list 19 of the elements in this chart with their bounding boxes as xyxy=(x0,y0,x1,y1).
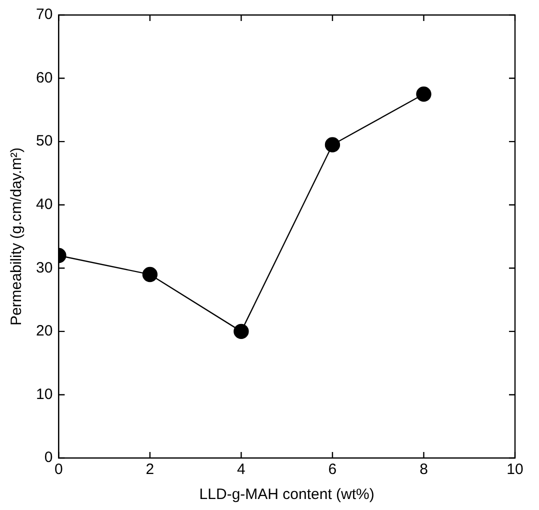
x-axis-title: LLD-g-MAH content (wt%) xyxy=(199,486,374,504)
point xyxy=(142,266,158,282)
point xyxy=(324,137,340,152)
point xyxy=(234,324,249,340)
x-tick-label: 2 xyxy=(146,461,154,478)
x-tick-label: 8 xyxy=(420,461,428,478)
x-tick-label: 6 xyxy=(328,461,337,478)
x-tick-label: 10 xyxy=(506,461,524,478)
point xyxy=(416,86,432,102)
y-tick-label: 40 xyxy=(36,196,53,213)
y-tick-label: 70 xyxy=(36,6,53,24)
y-tick-label: 60 xyxy=(36,69,53,86)
y-tick-label: 30 xyxy=(36,259,53,276)
y-tick-label: 20 xyxy=(36,322,53,340)
y-tick-label: 50 xyxy=(36,132,53,150)
y-tick-label: 10 xyxy=(36,386,53,403)
y-axis-title: Permeability (g.cm/day.m²) xyxy=(8,147,26,326)
x-tick-label: 4 xyxy=(237,461,246,478)
y-tick-label: 0 xyxy=(44,449,53,466)
